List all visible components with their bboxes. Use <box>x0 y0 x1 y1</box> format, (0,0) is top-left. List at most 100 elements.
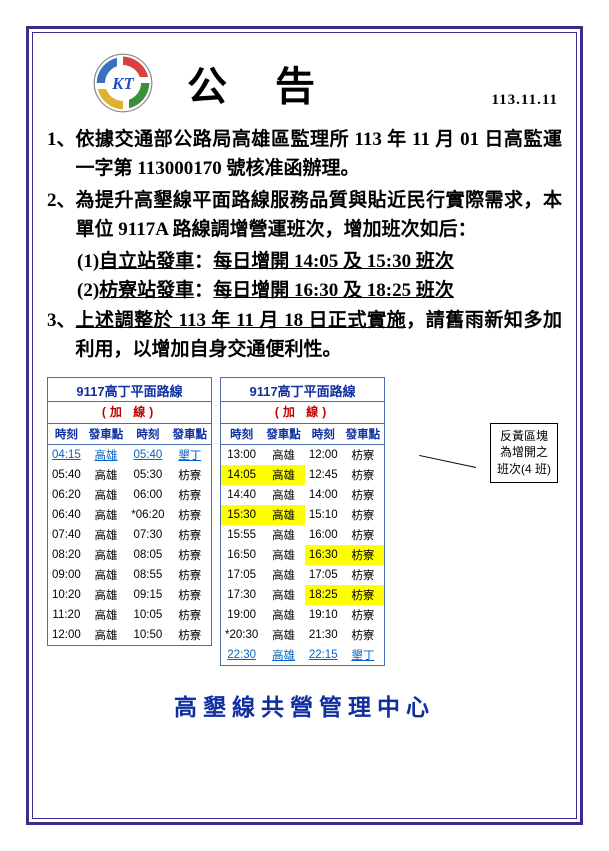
table-cell: 枋寮 <box>169 465 212 485</box>
table-cell: 高雄 <box>262 485 305 505</box>
link-cell[interactable]: 05:40 <box>134 449 163 461</box>
table-cell: 高雄 <box>85 625 128 645</box>
table-row: 04:15 高雄 05:40 墾丁 <box>48 444 211 465</box>
link-cell[interactable]: 高雄 <box>272 650 295 662</box>
link-cell[interactable]: 04:15 <box>52 449 81 461</box>
link-cell[interactable]: 22:30 <box>227 649 256 661</box>
sub1-num: (1) <box>77 251 99 272</box>
table-row: 05:40高雄05:30枋寮 <box>48 465 211 485</box>
table-row: 15:30高雄15:10枋寮 <box>221 505 384 525</box>
table-cell: 22:30 <box>221 645 262 665</box>
note-l1: 反黃區塊 <box>497 428 551 445</box>
table-cell: 12:00 <box>48 625 85 645</box>
right-table: 時刻 發車點 時刻 發車點 13:00高雄12:00枋寮14:05高雄12:45… <box>221 424 384 665</box>
table-header-row: 時刻 發車點 時刻 發車點 <box>221 424 384 445</box>
table-row: 14:05高雄12:45枋寮 <box>221 465 384 485</box>
table-cell: 05:30 <box>127 465 168 485</box>
table-cell: 12:45 <box>305 465 342 485</box>
table-cell: 13:00 <box>221 444 262 465</box>
th-time: 時刻 <box>305 424 342 445</box>
table-cell: 10:05 <box>127 605 168 625</box>
table-row: 17:05高雄17:05枋寮 <box>221 565 384 585</box>
table-header-row: 時刻 發車點 時刻 發車點 <box>48 424 211 445</box>
table-cell: 枋寮 <box>169 545 212 565</box>
th-dep: 發車點 <box>262 424 305 445</box>
table-cell: 16:00 <box>305 525 342 545</box>
svg-text:KT: KT <box>111 74 134 93</box>
sub2-station: 枋寮站發車 <box>99 280 194 301</box>
th-time: 時刻 <box>221 424 262 445</box>
table-cell: 枋寮 <box>169 525 212 545</box>
sub2-colon: ： <box>194 280 213 301</box>
table-cell: 17:05 <box>305 565 342 585</box>
table-cell: 高雄 <box>262 645 305 665</box>
table-cell: 高雄 <box>85 444 128 465</box>
link-cell[interactable]: 22:15 <box>309 649 338 661</box>
link-cell[interactable]: 高雄 <box>95 450 118 462</box>
table-cell: 墾丁 <box>169 444 212 465</box>
table-row: 06:20高雄06:00枋寮 <box>48 485 211 505</box>
table-cell: 17:30 <box>221 585 262 605</box>
table-cell: 12:00 <box>305 444 342 465</box>
table-row: 12:00高雄10:50枋寮 <box>48 625 211 645</box>
table-cell: 19:10 <box>305 605 342 625</box>
paragraph-3: 3、 上述調整於 113 年 11 月 18 日正式實施，請舊雨新知多加利用，以… <box>47 306 562 365</box>
table-row: 06:40高雄*06:20枋寮 <box>48 505 211 525</box>
table-cell: 19:00 <box>221 605 262 625</box>
table-cell: 06:00 <box>127 485 168 505</box>
table-cell: 15:30 <box>221 505 262 525</box>
left-caption-sub: (加 線) <box>48 402 211 424</box>
sub1-colon: ： <box>194 251 213 272</box>
table-cell: 10:50 <box>127 625 168 645</box>
announcement-date: 113.11.11 <box>491 92 558 109</box>
table-cell: 枋寮 <box>342 465 385 485</box>
table-cell: 07:30 <box>127 525 168 545</box>
left-table: 時刻 發車點 時刻 發車點 04:15 高雄 05:40 墾丁 05:40高雄05:30… <box>48 424 211 645</box>
table-cell: 高雄 <box>85 565 128 585</box>
table-cell: 枋寮 <box>169 485 212 505</box>
table-cell: 14:40 <box>221 485 262 505</box>
paragraph-2: 2、 為提升高墾線平面路線服務品質與貼近民行實際需求，本單位 9117A 路線調… <box>47 186 562 245</box>
table-cell: 枋寮 <box>169 505 212 525</box>
table-row: 07:40高雄07:30枋寮 <box>48 525 211 545</box>
paragraph-1: 1、 依據交通部公路局高雄區監理所 113 年 11 月 01 日高監運一字第 … <box>47 125 562 184</box>
sub-1: (1)自立站發車：每日增開 14:05 及 15:30 班次 <box>47 247 562 276</box>
table-row: 22:30 高雄 22:15 墾丁 <box>221 645 384 665</box>
table-cell: 枋寮 <box>169 625 212 645</box>
table-cell: 11:20 <box>48 605 85 625</box>
table-row: 17:30高雄18:25枋寮 <box>221 585 384 605</box>
sub2-num: (2) <box>77 280 99 301</box>
table-cell: 08:05 <box>127 545 168 565</box>
table-cell: 15:55 <box>221 525 262 545</box>
link-cell[interactable]: 墾丁 <box>351 650 374 662</box>
table-cell: 枋寮 <box>342 585 385 605</box>
table-cell: 16:50 <box>221 545 262 565</box>
table-cell: 17:05 <box>221 565 262 585</box>
table-cell: 高雄 <box>85 505 128 525</box>
table-cell: 高雄 <box>262 565 305 585</box>
table-row: 10:20高雄09:15枋寮 <box>48 585 211 605</box>
th-dep: 發車點 <box>169 424 212 445</box>
schedule-left: 9117高丁平面路線 (加 線) 時刻 發車點 時刻 發車點 04:15高雄05… <box>47 377 212 646</box>
table-cell: 高雄 <box>262 444 305 465</box>
table-cell: 枋寮 <box>342 505 385 525</box>
p3-text: 上述調整於 113 年 11 月 18 日正式實施，請舊雨新知多加利用，以增加自… <box>76 306 562 365</box>
table-cell: 枋寮 <box>342 444 385 465</box>
table-cell: 07:40 <box>48 525 85 545</box>
th-time: 時刻 <box>127 424 168 445</box>
table-cell: 枋寮 <box>342 625 385 645</box>
table-cell: 08:55 <box>127 565 168 585</box>
announcement-title: 公告 <box>187 54 363 112</box>
right-caption: 9117高丁平面路線 <box>221 378 384 402</box>
table-cell: 04:15 <box>48 444 85 465</box>
table-cell: 墾丁 <box>342 645 385 665</box>
table-cell: 14:05 <box>221 465 262 485</box>
link-cell[interactable]: 墾丁 <box>178 450 201 462</box>
table-cell: 18:25 <box>305 585 342 605</box>
table-cell: 22:15 <box>305 645 342 665</box>
table-cell: 枋寮 <box>342 565 385 585</box>
table-row: 15:55高雄16:00枋寮 <box>221 525 384 545</box>
table-cell: 高雄 <box>262 525 305 545</box>
table-cell: 10:20 <box>48 585 85 605</box>
table-cell: 高雄 <box>85 485 128 505</box>
